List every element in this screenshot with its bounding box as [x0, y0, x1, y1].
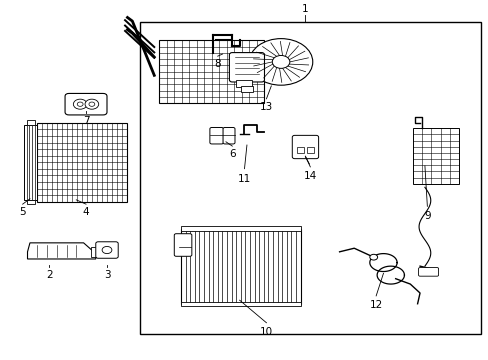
- Circle shape: [73, 99, 87, 109]
- Bar: [37, 123, 127, 202]
- Text: 14: 14: [303, 171, 316, 181]
- Circle shape: [102, 247, 112, 253]
- Bar: [181, 229, 300, 304]
- FancyBboxPatch shape: [65, 94, 107, 115]
- Bar: [306, 147, 313, 153]
- Text: 4: 4: [82, 207, 89, 217]
- FancyBboxPatch shape: [229, 53, 264, 82]
- Text: 3: 3: [103, 270, 110, 280]
- Circle shape: [272, 55, 289, 68]
- FancyBboxPatch shape: [174, 234, 191, 256]
- Polygon shape: [27, 243, 96, 259]
- Circle shape: [369, 254, 377, 260]
- Text: 7: 7: [82, 116, 89, 126]
- Bar: [236, 80, 251, 87]
- Text: 13: 13: [259, 102, 272, 112]
- Bar: [26, 200, 35, 204]
- FancyBboxPatch shape: [418, 267, 438, 276]
- Bar: [26, 120, 35, 125]
- Text: 6: 6: [228, 149, 235, 159]
- Text: 8: 8: [214, 59, 221, 69]
- Bar: [140, 22, 480, 334]
- Bar: [412, 128, 458, 184]
- Bar: [241, 86, 253, 93]
- FancyBboxPatch shape: [209, 127, 223, 144]
- Bar: [181, 226, 300, 231]
- FancyBboxPatch shape: [96, 242, 118, 258]
- Circle shape: [85, 99, 99, 109]
- FancyBboxPatch shape: [292, 135, 318, 159]
- Text: 9: 9: [423, 211, 430, 221]
- Text: 12: 12: [369, 300, 382, 310]
- Text: 10: 10: [259, 327, 272, 337]
- Bar: [159, 40, 264, 103]
- Bar: [91, 247, 102, 257]
- Text: 2: 2: [46, 270, 53, 280]
- Circle shape: [89, 102, 95, 106]
- Text: 11: 11: [237, 174, 251, 184]
- Text: 5: 5: [20, 207, 26, 217]
- Bar: [297, 147, 304, 153]
- Circle shape: [77, 102, 83, 106]
- FancyBboxPatch shape: [223, 127, 235, 144]
- Bar: [181, 302, 300, 306]
- Text: 1: 1: [302, 4, 308, 14]
- Bar: [24, 125, 37, 200]
- Circle shape: [249, 39, 312, 85]
